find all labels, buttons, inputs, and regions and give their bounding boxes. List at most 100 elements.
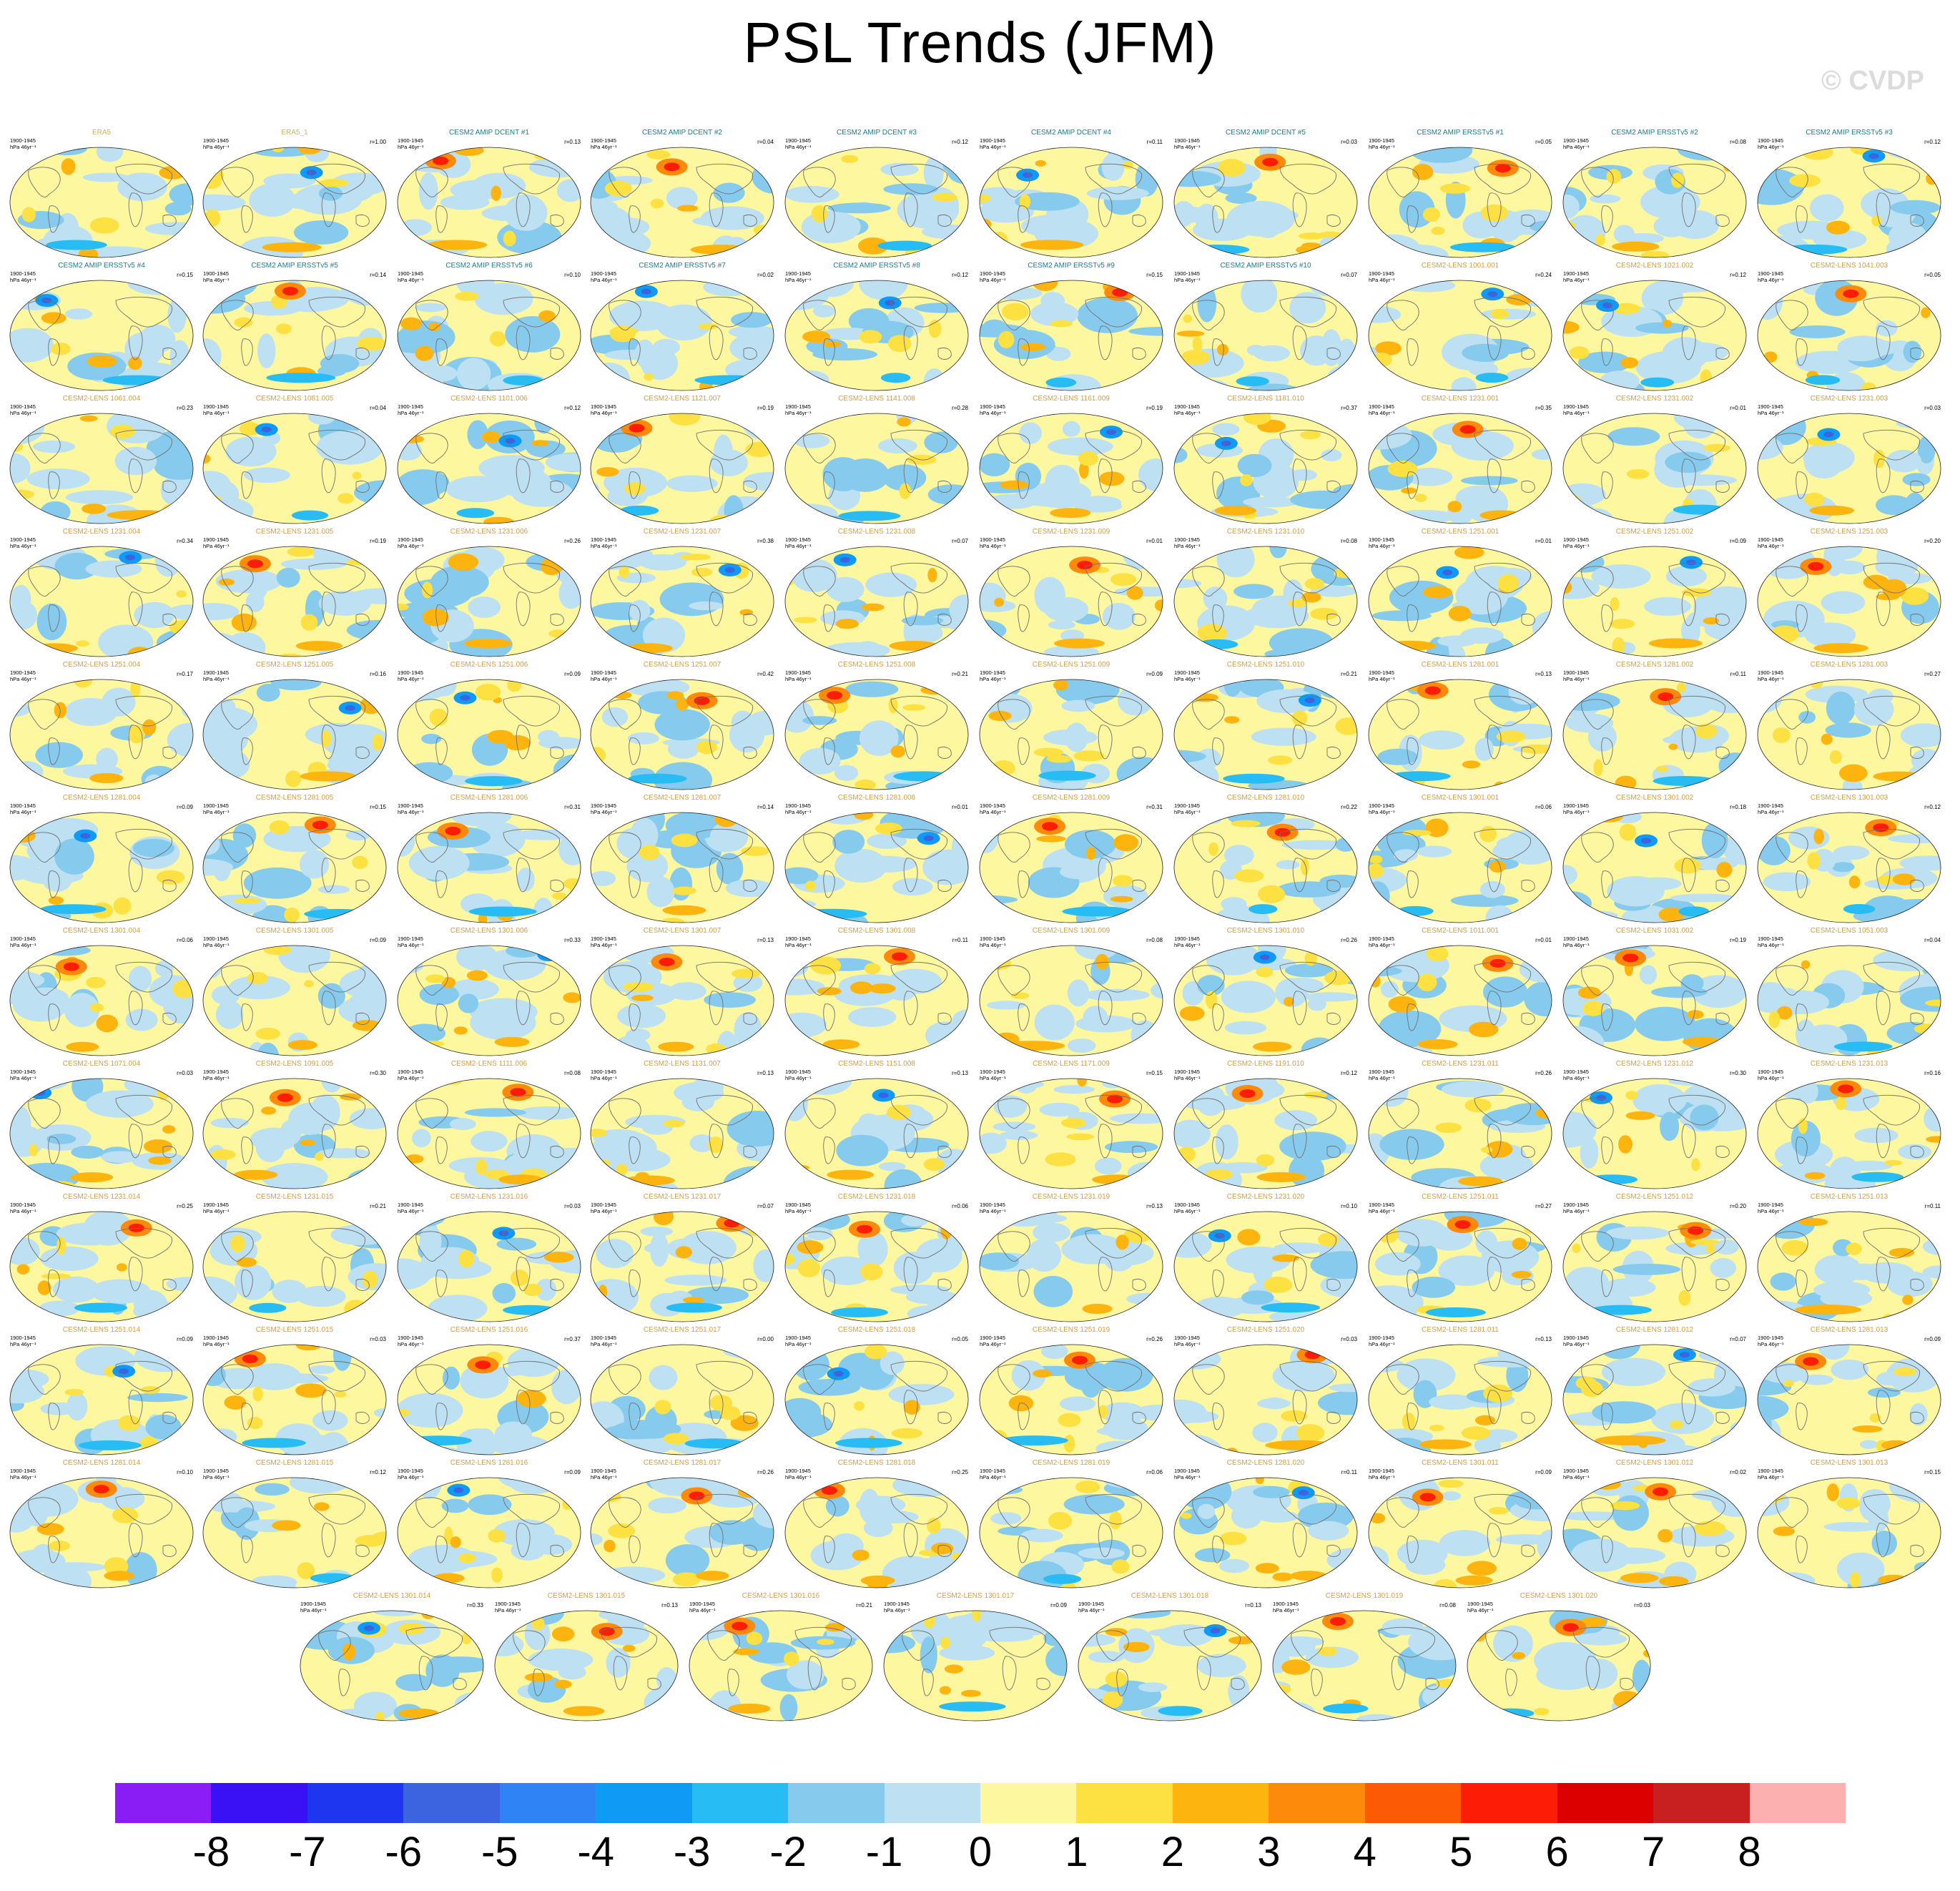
pos-anomaly <box>1534 1708 1550 1715</box>
neg-anomaly <box>9 1043 45 1057</box>
panel-correlation: r=0.16 <box>370 671 386 677</box>
neg-anomaly <box>978 629 991 652</box>
southern-anomaly <box>1587 1174 1638 1184</box>
panel-period: 1900-1945 <box>1078 1601 1104 1607</box>
neg-anomaly <box>255 1483 289 1495</box>
trend-map <box>1756 412 1942 525</box>
panel-title: CESM2-LENS 1281.001 <box>1364 661 1556 669</box>
pos-anomaly <box>983 1046 1002 1056</box>
pos-anomaly <box>616 1164 628 1175</box>
trend-map <box>1367 678 1553 791</box>
panel-title: CESM2-LENS 1231.005 <box>199 528 390 536</box>
panel-period: 1900-1945 <box>591 669 616 676</box>
neg-anomaly <box>504 195 547 231</box>
pos-anomaly <box>1208 843 1218 856</box>
panel-correlation: r=0.31 <box>564 804 581 810</box>
neg-anomaly <box>551 1370 581 1404</box>
pos-anomaly <box>64 1389 84 1395</box>
neg-anomaly <box>1256 1511 1298 1523</box>
neg-anomaly <box>1273 1636 1324 1647</box>
panel-correlation: r=0.24 <box>1535 272 1552 278</box>
pos-anomaly <box>613 692 631 699</box>
panel-period: 1900-1945 <box>203 270 229 277</box>
panel: CESM2-LENS 1301.006 1900-1945 hPa 46yr⁻¹ r=… <box>393 927 585 1059</box>
pos-anomaly <box>1849 875 1861 888</box>
panel: CESM2-LENS 1251.019 1900-1945 hPa 46yr⁻¹ r=… <box>975 1326 1167 1458</box>
pos-anomaly <box>488 1529 506 1543</box>
pos-anomaly <box>202 910 210 922</box>
pos-anomaly <box>1490 309 1509 318</box>
panel-period: 1900-1945 <box>1563 270 1589 277</box>
panel-title: CESM2 AMIP ERSSTv5 #6 <box>393 262 585 270</box>
trend-map <box>978 678 1164 791</box>
panel-correlation: r=0.05 <box>1535 139 1552 145</box>
pos-anomaly <box>1192 279 1204 288</box>
panel-period: 1900-1945 <box>398 1468 423 1474</box>
neg-anomaly <box>780 1694 798 1721</box>
neg-anomaly <box>1043 730 1097 746</box>
neg-anomaly <box>1635 323 1689 334</box>
pos-anomaly <box>511 1269 528 1286</box>
pos-anomaly <box>1804 493 1825 506</box>
pos-anomaly <box>1033 1370 1052 1377</box>
panel-period: 1900-1945 <box>1369 403 1394 410</box>
colorbar-tick-label: -7 <box>272 1828 343 1876</box>
panel: CESM2-LENS 1231.018 1900-1945 hPa 46yr⁻¹ r=… <box>781 1193 972 1325</box>
pos-anomaly <box>315 1152 323 1161</box>
pos-anomaly <box>924 1158 945 1171</box>
panel-title: CESM2-LENS 1251.009 <box>975 661 1167 669</box>
pos-anomaly <box>1690 1239 1719 1245</box>
trend-map <box>1562 1077 1748 1190</box>
panel-correlation: r=0.01 <box>1146 538 1163 544</box>
panel-period: 1900-1945 <box>398 536 423 543</box>
neg-anomaly <box>1417 845 1452 857</box>
panel-title: CESM2-LENS 1281.006 <box>393 794 585 802</box>
pos-anomaly <box>41 1273 71 1279</box>
panel-title: CESM2-LENS 1231.011 <box>1364 1060 1556 1068</box>
neg-anomaly <box>1902 473 1930 486</box>
trend-map <box>202 146 388 259</box>
pos-anomaly <box>90 217 119 234</box>
panel-title: CESM2-LENS 1231.012 <box>1559 1060 1750 1068</box>
neg-anomaly <box>155 545 182 577</box>
neg-anomaly <box>724 495 743 525</box>
pos-anomaly <box>1620 824 1636 841</box>
panel-title: CESM2-LENS 1301.005 <box>199 927 390 935</box>
pos-anomaly <box>287 547 315 557</box>
trend-map <box>589 412 775 525</box>
pos-anomaly <box>1123 1642 1150 1652</box>
strong-pos-core <box>1455 1220 1471 1229</box>
panel-correlation: r=0.07 <box>1341 272 1357 278</box>
trend-map <box>589 1343 775 1456</box>
strong-pos-core <box>312 820 328 829</box>
panel: CESM2-LENS 1251.006 1900-1945 hPa 46yr⁻¹ r=… <box>393 661 585 792</box>
neg-anomaly <box>1231 1503 1262 1529</box>
pos-anomaly <box>1582 1001 1604 1016</box>
neg-anomaly <box>589 871 616 886</box>
pos-anomaly <box>1378 1227 1398 1243</box>
pos-anomaly <box>525 1673 553 1682</box>
southern-anomaly <box>1020 240 1084 250</box>
trend-map <box>1367 811 1553 924</box>
pos-anomaly <box>360 1214 388 1222</box>
neg-anomaly <box>1522 944 1553 961</box>
neg-anomaly <box>1131 1021 1159 1050</box>
pos-anomaly <box>1454 546 1484 559</box>
southern-anomaly <box>1418 1039 1458 1049</box>
panel-title: CESM2-LENS 1281.020 <box>1170 1459 1361 1467</box>
trend-map <box>1562 1343 1748 1456</box>
neg-anomaly <box>1212 423 1239 436</box>
strong-pos-core <box>1275 828 1291 837</box>
neg-anomaly <box>280 1120 302 1145</box>
pos-anomaly <box>1002 303 1028 320</box>
neg-anomaly <box>1462 344 1509 362</box>
pos-anomaly <box>425 974 445 983</box>
southern-anomaly <box>292 511 328 521</box>
trend-map <box>784 1210 970 1323</box>
southern-anomaly <box>1082 1304 1112 1314</box>
panel-title: CESM2-LENS 1231.002 <box>1559 395 1750 403</box>
neg-anomaly <box>457 358 491 391</box>
pos-anomaly <box>1412 164 1434 180</box>
panel-period: 1900-1945 <box>398 1069 423 1075</box>
neg-anomaly <box>602 707 629 727</box>
